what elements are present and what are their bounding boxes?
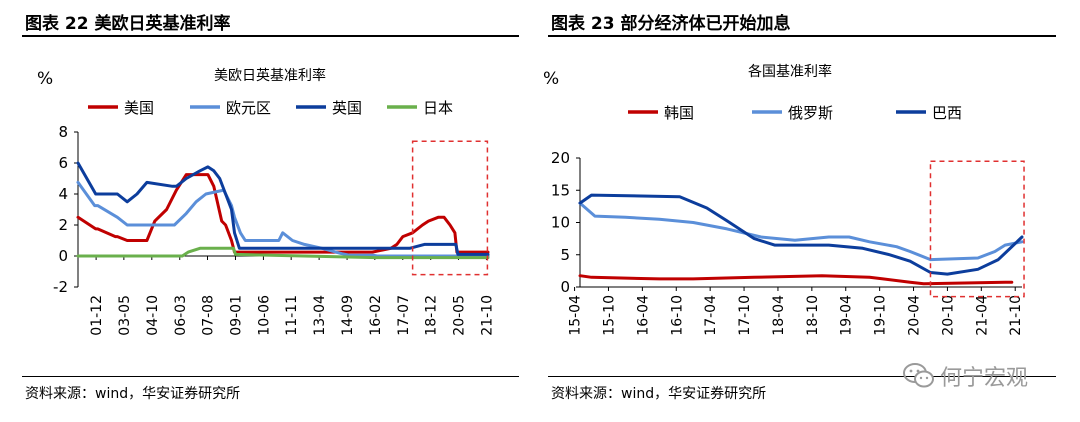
series-line-4 [76,246,490,260]
x-tick-label: 14-09 [340,295,356,336]
highlight-box [411,140,489,276]
x-tick-label: 16-04 [635,295,651,336]
x-tick-label: 10-06 [256,295,272,336]
x-tick-label: 19-10 [873,295,889,336]
x-tick-label: 16-10 [669,295,685,336]
x-tick-label: 17-07 [396,295,412,336]
x-tick-label: 04-10 [145,295,161,336]
y-tick-label: 20 [551,149,570,167]
y-tick-label: 10 [551,214,570,232]
x-tick-label: 21-10 [1008,295,1024,336]
x-tick-label: 07-08 [201,295,217,336]
left-source-rule [22,376,519,377]
x-tick-label: 11-11 [284,295,300,336]
rates-chart-left: 美欧日英基准利率% -2 0 2 4 6 8 01-12 03-05 04-10 06-03 07-0… [37,67,495,336]
right-source-note: 资料来源：wind，华安证券研究所 [551,386,767,402]
series-line-2 [578,201,1024,262]
y-axis-unit: % [37,69,53,89]
x-tick-label: 15-04 [568,295,584,336]
y-tick-label: 5 [560,246,570,264]
x-tick-label: 21-04 [974,295,990,336]
x-tick-label: 17-10 [737,295,753,336]
highlight-box [929,160,1025,298]
legend-label: 欧元区 [226,99,271,117]
left-title-rule [22,35,519,37]
x-tick-label: 20-04 [907,295,923,336]
legend-label: 巴西 [932,104,962,122]
series-line-3 [76,161,490,256]
x-tick-label: 21-10 [479,295,495,336]
x-tick-label: 06-03 [173,295,189,336]
left-source-note: 资料来源：wind，华安证券研究所 [25,386,241,402]
series-line-2 [76,180,490,258]
left-panel-title: 图表 22 美欧日英基准利率 [25,14,231,34]
legend-label: 美国 [124,99,154,117]
watermark: 何宁宏观 [902,360,1062,400]
watermark-text: 何宁宏观 [940,366,1029,391]
y-tick-label: 0 [560,278,570,296]
legend-label: 韩国 [664,104,694,122]
right-panel-title: 图表 23 部分经济体已开始加息 [551,14,791,34]
legend-label: 日本 [423,99,453,117]
x-tick-label: 18-12 [424,295,440,336]
x-tick-label: 16-02 [368,295,384,336]
y-tick-label: 4 [58,185,68,203]
x-tick-label: 20-10 [940,295,956,336]
x-tick-label: 13-04 [312,295,328,336]
y-tick-label: 8 [58,123,68,141]
legend-label: 英国 [332,99,362,117]
y-tick-label: 6 [58,154,68,172]
x-tick-label: 20-05 [451,295,467,336]
x-tick-label: 19-04 [839,295,855,336]
series-line-1 [578,274,1014,286]
y-axis-unit: % [543,69,559,89]
y-tick-label: 15 [551,181,570,199]
legend-label: 俄罗斯 [788,104,833,122]
y-tick-label: 2 [58,216,68,234]
y-tick-label: -2 [53,278,68,296]
x-tick-label: 03-05 [117,295,133,336]
wechat-icon [902,362,936,396]
x-tick-label: 17-04 [703,295,719,336]
right-title-rule [548,35,1056,37]
x-tick-label: 18-10 [805,295,821,336]
x-tick-label: 18-04 [771,295,787,336]
x-tick-label: 09-01 [228,295,244,336]
y-tick-label: 0 [58,247,68,265]
series-line-3 [578,193,1024,276]
right-source-rule [548,376,1056,377]
x-tick-label: 01-12 [89,295,105,336]
series-line-1 [76,173,490,254]
x-tick-label: 15-10 [601,295,617,336]
rates-chart-right: 各国基准利率% 0 5 10 15 20 15-04 15-10 16-04 16-10 17-04… [543,63,1025,336]
chart-title: 美欧日英基准利率 [214,67,326,84]
chart-title: 各国基准利率 [748,63,832,80]
